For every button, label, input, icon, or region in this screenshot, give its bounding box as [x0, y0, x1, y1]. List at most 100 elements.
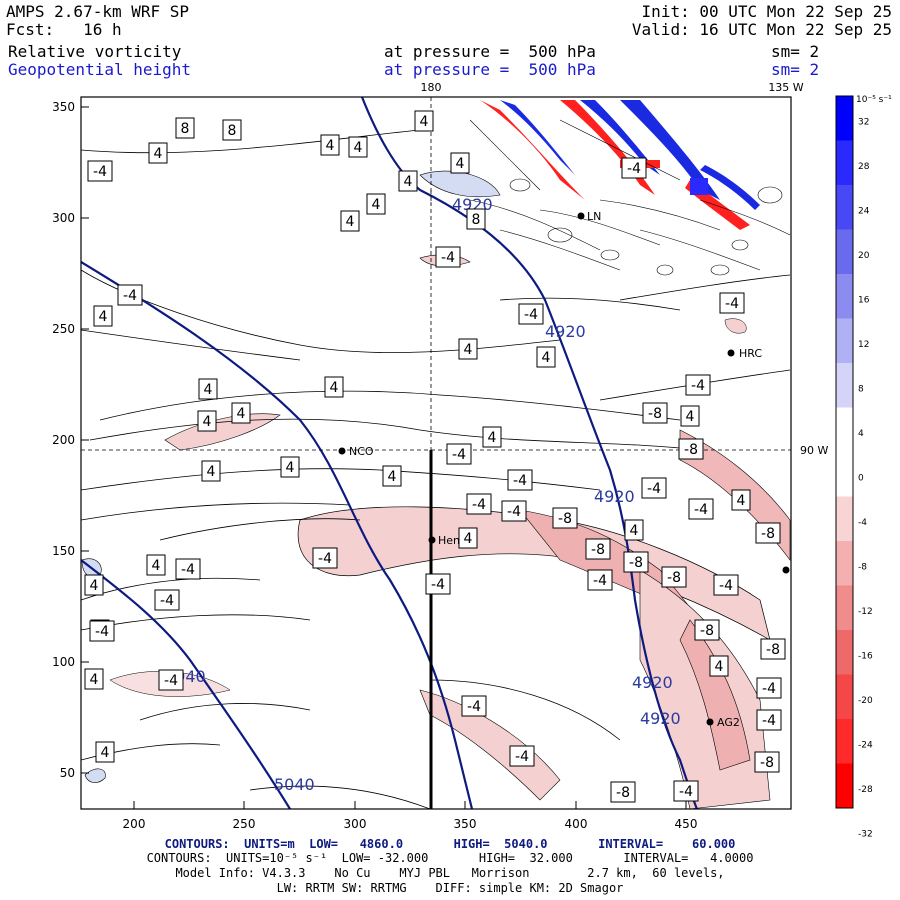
footer-height-contours: CONTOURS: UNITS=m LOW= 4860.0 HIGH= 5040… [164, 837, 736, 851]
vorticity-label: 4 [464, 342, 473, 358]
colorbar-swatch [836, 96, 853, 141]
colorbar-swatch [836, 452, 853, 497]
colorbar: 10⁻⁵ s⁻¹ 32 28 24 20 16 12 8 4 0 -4 -8 -12 -16 -20 -24 -… [835, 95, 892, 839]
height-contour-4920-a [360, 97, 699, 809]
vorticity-label: -4 [472, 497, 486, 513]
colorbar-swatch [836, 140, 853, 186]
height-label: 5040 [274, 775, 315, 794]
vorticity-label-box [507, 469, 533, 491]
vorticity-label: -4 [762, 713, 776, 729]
vorticity-label-box [466, 493, 492, 515]
vorticity-label: -4 [467, 699, 481, 715]
colorbar-level: -28 [858, 785, 873, 795]
vorticity-label-box [661, 566, 687, 588]
vorticity-label: -4 [123, 288, 137, 304]
vorticity-label: 4 [737, 493, 746, 509]
colorbar-swatch [836, 541, 853, 586]
vorticity-label-box [755, 522, 781, 544]
vorticity-label-box [678, 438, 704, 460]
vorticity-label: -4 [719, 578, 733, 594]
station-dot [782, 566, 790, 574]
vorticity-label: 4 [330, 380, 339, 396]
vorticity-label-box [641, 477, 667, 499]
vorticity-label-box [509, 745, 535, 767]
vorticity-label-box [461, 695, 487, 717]
vorticity-label: -4 [513, 473, 527, 489]
vorticity-label: -4 [160, 593, 174, 609]
vorticity-label: -4 [691, 378, 705, 394]
vorticity-label-box [175, 117, 195, 139]
valid-time: Valid: 16 UTC Mon 22 Sep 25 [631, 20, 892, 39]
vorticity-label-box [324, 376, 344, 398]
footer-vorticity-contours: CONTOURS: UNITS=10⁻⁵ s⁻¹ LOW= -32.000 HI… [146, 851, 754, 865]
vorticity-label: -8 [558, 511, 572, 527]
y-tick: 200 [52, 433, 75, 447]
axis-ticks [81, 106, 687, 809]
vorticity-label: 4 [90, 672, 99, 688]
y-tick: 350 [52, 100, 75, 114]
vorticity-label: -4 [647, 481, 661, 497]
vorticity-label: 4 [686, 409, 695, 425]
vorticity-label: -4 [452, 447, 466, 463]
vorticity-label: 4 [99, 309, 108, 325]
vorticity-label: -4 [95, 624, 109, 640]
vorticity-label-box [93, 305, 113, 327]
colorbar-level: 4 [858, 429, 864, 439]
vorticity-label: -8 [760, 755, 774, 771]
vorticity-label: 4 [388, 469, 397, 485]
vorticity-label-box [458, 338, 478, 360]
vorticity-label: 4 [346, 214, 355, 230]
vorticity-label-box [482, 426, 502, 448]
vorticity-label-box [117, 284, 143, 306]
vorticity-label: 8 [228, 123, 237, 139]
vorticity-label-box [719, 292, 745, 314]
vorticity-label: -8 [591, 542, 605, 558]
vorticity-label: 8 [181, 121, 190, 137]
height-contour-5040-a [81, 261, 474, 809]
station-label: AG2 [717, 716, 740, 729]
vorticity-label-box [197, 410, 217, 432]
field-vorticity: Relative vorticity [8, 42, 182, 61]
vorticity-label: -4 [524, 307, 538, 323]
vorticity-label: -4 [507, 504, 521, 520]
vorticity-label: -8 [761, 526, 775, 542]
field-geopotential: Geopotential height [8, 60, 192, 79]
colorbar-level: -20 [858, 696, 873, 706]
colorbar-level: 16 [858, 295, 870, 305]
vorticity-label: -4 [318, 551, 332, 567]
x-tick: 450 [675, 817, 698, 831]
vorticity-label-box [154, 589, 180, 611]
vorticity-label-box [280, 456, 300, 478]
colorbar-level: 12 [858, 340, 869, 350]
colorbar-swatch [836, 229, 853, 275]
vorticity-label-box [760, 638, 786, 660]
colorbar-swatch [836, 274, 853, 319]
lon-label-90w: 90 W [800, 444, 828, 457]
lon-label-135w: 135 W [768, 81, 803, 94]
forecast-label: Fcst: 16 h [6, 21, 122, 39]
vorticity-label-box [201, 460, 221, 482]
height-label: 4920 [640, 709, 681, 728]
vorticity-label: 4 [542, 350, 551, 366]
model-title: AMPS 2.67-km WRF SP [6, 2, 190, 21]
vorticity-label-box [731, 489, 751, 511]
vorticity-label: 8 [472, 212, 481, 228]
vorticity-label: -8 [700, 623, 714, 639]
vorticity-label: 4 [326, 138, 335, 154]
vorticity-label-box [320, 134, 340, 156]
vorticity-label-box [340, 210, 360, 232]
vorticity-label-box [685, 374, 711, 396]
vorticity-label-box [713, 574, 739, 596]
vorticity-label-box [587, 569, 613, 591]
vorticity-label: 4 [456, 156, 465, 172]
vorticity-label: 4 [204, 382, 213, 398]
vorticity-label: -4 [164, 673, 178, 689]
vorticity-label: 4 [630, 523, 639, 539]
colorbar-swatch [836, 318, 853, 364]
y-tick: 50 [60, 766, 75, 780]
colorbar-level: -12 [858, 607, 873, 617]
vorticity-label: -4 [431, 577, 445, 593]
vorticity-shading [81, 97, 791, 809]
vorticity-label-box [466, 208, 486, 230]
